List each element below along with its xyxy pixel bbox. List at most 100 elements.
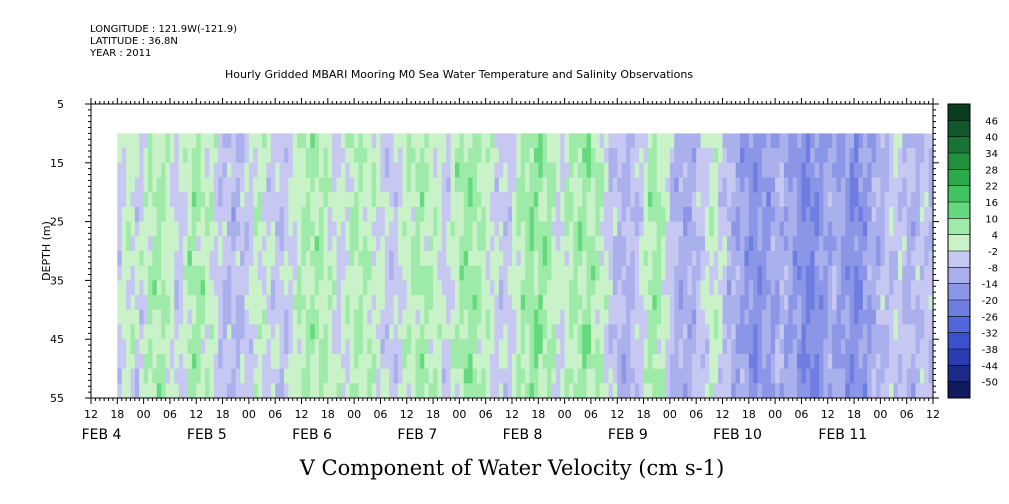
heatmap-cell [222, 280, 228, 296]
heatmap-cell [336, 383, 342, 398]
heatmap-cell [647, 162, 653, 179]
heatmap-cell [919, 251, 925, 267]
heatmap-cell [222, 206, 228, 223]
heatmap-cell [577, 221, 583, 237]
heatmap-cell [731, 192, 737, 208]
heatmap-cell [897, 383, 903, 398]
heatmap-cell [283, 206, 289, 223]
heatmap-cell [696, 221, 702, 237]
heatmap-cell [928, 339, 933, 355]
heatmap-cell [380, 295, 386, 311]
heatmap-cell [858, 251, 864, 267]
heatmap-cell [450, 324, 456, 340]
heatmap-cell [770, 162, 776, 179]
heatmap-cell [845, 162, 851, 179]
heatmap-cell [586, 236, 592, 252]
heatmap-cell [165, 221, 171, 237]
heatmap-cell [928, 221, 933, 237]
heatmap-cell [419, 368, 425, 384]
heatmap-cell [779, 295, 785, 311]
heatmap-cell [481, 324, 487, 340]
heatmap-cell [270, 236, 276, 252]
heatmap-cell [551, 309, 557, 326]
heatmap-cell [665, 265, 671, 281]
heatmap-cell [143, 353, 149, 370]
x-tick-label: 18 [742, 408, 756, 421]
heatmap-cell [520, 162, 526, 179]
heatmap-cell [358, 148, 364, 164]
heatmap-cell [867, 295, 873, 311]
heatmap-cell [266, 177, 272, 193]
heatmap-cell [406, 251, 412, 267]
heatmap-cell [213, 162, 219, 179]
heatmap-cell [117, 324, 123, 340]
heatmap-cell [761, 133, 767, 149]
heatmap-cell [656, 368, 662, 384]
heatmap-cell [393, 133, 399, 149]
heatmap-cell [205, 236, 211, 252]
heatmap-cell [463, 236, 469, 252]
heatmap-cell [288, 383, 294, 398]
heatmap-cell [788, 192, 794, 208]
heatmap-cell [191, 192, 197, 208]
heatmap-cell [683, 265, 689, 281]
heatmap-cell [770, 206, 776, 223]
heatmap-cell [222, 324, 228, 340]
heatmap-cell [389, 148, 395, 164]
heatmap-cell [525, 192, 531, 208]
heatmap-cell [538, 339, 544, 355]
heatmap-cell [889, 295, 895, 311]
heatmap-cell [547, 339, 553, 355]
heatmap-cell [766, 324, 772, 340]
heatmap-cell [226, 265, 232, 281]
heatmap-cell [928, 162, 933, 179]
heatmap-cell [323, 206, 329, 223]
heatmap-cell [893, 251, 899, 267]
heatmap-cell [248, 383, 254, 398]
heatmap-cell [687, 295, 693, 311]
heatmap-cell [687, 162, 693, 179]
heatmap-cell [665, 148, 671, 164]
heatmap-cell [775, 251, 781, 267]
heatmap-cell [507, 162, 513, 179]
heatmap-cell [134, 309, 140, 326]
heatmap-cell [279, 192, 285, 208]
heatmap-cell [924, 192, 930, 208]
heatmap-cell [310, 206, 316, 223]
heatmap-cell [231, 221, 237, 237]
heatmap-cell [152, 133, 158, 149]
heatmap-cell [674, 353, 680, 370]
heatmap-cell [801, 251, 807, 267]
heatmap-cell [792, 339, 798, 355]
heatmap-cell [696, 295, 702, 311]
heatmap-cell [753, 133, 759, 149]
heatmap-cell [783, 280, 789, 296]
heatmap-cell [134, 221, 140, 237]
heatmap-cell [143, 295, 149, 311]
heatmap-cell [818, 206, 824, 223]
heatmap-cell [183, 251, 189, 267]
y-tick-label: 45 [50, 333, 64, 346]
heatmap-cell [718, 309, 724, 326]
heatmap-cell [191, 133, 197, 149]
heatmap-cell [327, 206, 333, 223]
heatmap-cell [849, 353, 855, 370]
heatmap-cell [639, 383, 645, 398]
x-tick-label: 18 [637, 408, 651, 421]
heatmap-cell [858, 221, 864, 237]
heatmap-cell [630, 162, 636, 179]
heatmap-cell [678, 368, 684, 384]
heatmap-cell [604, 206, 610, 223]
heatmap-cell [459, 162, 465, 179]
heatmap-cell [152, 177, 158, 193]
heatmap-cell [621, 324, 627, 340]
heatmap-cell [262, 133, 268, 149]
colorbar-label: 46 [985, 116, 998, 127]
heatmap-cell [577, 133, 583, 149]
heatmap-cell [713, 177, 719, 193]
heatmap-cell [134, 177, 140, 193]
heatmap-cell [397, 309, 403, 326]
heatmap-cell [529, 221, 535, 237]
heatmap-cell [525, 280, 531, 296]
x-tick-label: 12 [505, 408, 519, 421]
